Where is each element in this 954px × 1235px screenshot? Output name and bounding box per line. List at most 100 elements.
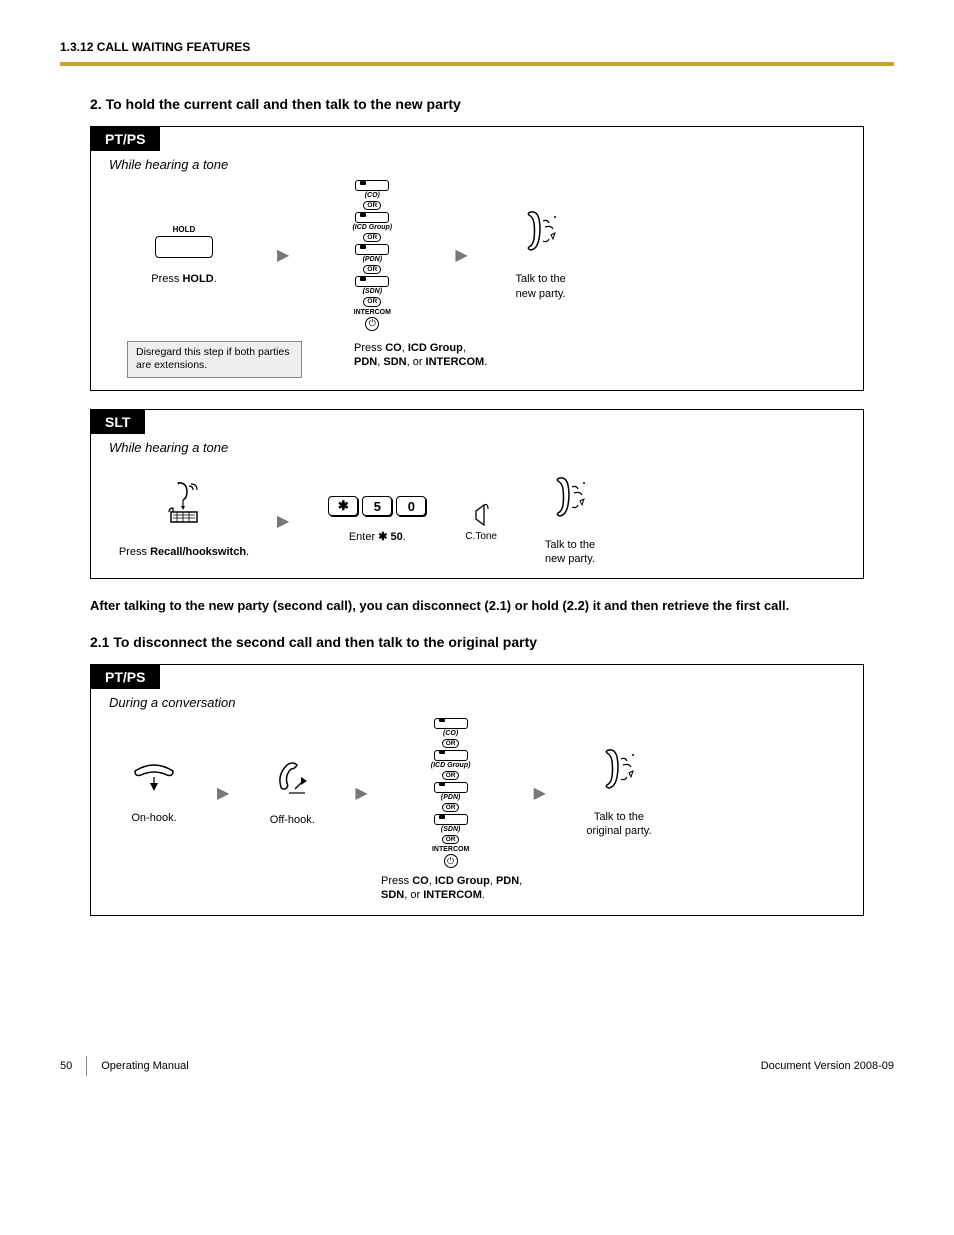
t: PDN [496, 875, 519, 887]
section-2-title: 2. To hold the current call and then tal… [90, 96, 894, 112]
hold-button-icon [155, 236, 213, 258]
step-onhook: On-hook. [109, 761, 199, 825]
diagram-slt: SLT While hearing a tone [90, 409, 864, 580]
sdn-label: (SDN) [441, 826, 460, 833]
arrow-icon: ▶ [277, 511, 289, 531]
tab-ptps: PT/PS [91, 665, 160, 689]
step-ctone: C.Tone [465, 499, 497, 542]
intercom-button-icon: ⏻ [365, 317, 379, 331]
intercom-button-icon: ⏻ [444, 854, 458, 868]
section-21-title: 2.1 To disconnect the second call and th… [90, 634, 894, 650]
t: ICD Group [435, 875, 490, 887]
step-line-buttons: (CO) OR (ICD Group) OR (PDN) OR (SDN) OR… [386, 718, 516, 869]
disregard-note: Disregard this step if both parties are … [127, 341, 302, 378]
or-pill: OR [442, 771, 460, 780]
t: . [482, 889, 485, 901]
tab-ptps: PT/PS [91, 127, 160, 151]
t: PDN [354, 356, 377, 368]
document-version: Document Version 2008-09 [761, 1060, 894, 1072]
sdn-button-icon [355, 276, 389, 287]
or-pill: OR [363, 233, 381, 242]
step-recall: Press Recall/hookswitch. [109, 482, 259, 559]
tab-slt: SLT [91, 410, 145, 434]
t: , or [407, 356, 426, 368]
or-pill: OR [442, 803, 460, 812]
talk-caption: Talk to the original party. [586, 810, 651, 839]
t: Recall/hookswitch [150, 546, 246, 558]
context-line: While hearing a tone [109, 440, 863, 455]
tone-icon [468, 499, 494, 529]
hold-caption: Press HOLD. [151, 272, 216, 286]
footer-divider [86, 1056, 87, 1076]
co-button-icon [355, 180, 389, 191]
step-talk: Talk to the new party. [515, 475, 625, 567]
t: CO [385, 342, 402, 354]
or-pill: OR [442, 739, 460, 748]
icd-button-icon [355, 212, 389, 223]
page-number: 50 [60, 1060, 72, 1072]
page-header: 1.3.12 CALL WAITING FEATURES [60, 40, 894, 54]
diagram-ptps-1: PT/PS While hearing a tone HOLD Press HO… [90, 126, 864, 391]
or-pill: OR [363, 297, 381, 306]
context-line: While hearing a tone [109, 157, 863, 172]
t: ✱ 50 [378, 531, 403, 543]
pdn-label: (PDN) [441, 794, 460, 801]
icd-label: (ICD Group) [352, 224, 392, 231]
keypad-icon: ✱ 5 0 [328, 496, 426, 516]
offhook-icon [267, 759, 317, 799]
icd-button-icon [434, 750, 468, 761]
button-stack: (CO) OR (ICD Group) OR (PDN) OR (SDN) OR… [352, 180, 392, 331]
t: Press [354, 342, 385, 354]
hold-label: HOLD [173, 225, 196, 234]
key-5: 5 [362, 496, 392, 516]
context-line: During a conversation [109, 695, 863, 710]
key-0: 0 [396, 496, 426, 516]
t: ICD Group [408, 342, 463, 354]
t: . [484, 356, 487, 368]
header-title: 1.3.12 CALL WAITING FEATURES [60, 40, 894, 54]
step-talk: Talk to the new party. [486, 209, 596, 301]
pdn-label: (PDN) [363, 256, 382, 263]
arrow-icon: ▶ [534, 783, 546, 803]
offhook-caption: Off-hook. [270, 813, 315, 827]
t: CO [412, 875, 429, 887]
t: Press [381, 875, 412, 887]
handset-talk-icon [550, 475, 590, 524]
intercom-label: INTERCOM [354, 309, 391, 316]
or-pill: OR [442, 835, 460, 844]
talk-caption: Talk to the new party. [516, 272, 566, 301]
button-stack: (CO) OR (ICD Group) OR (PDN) OR (SDN) OR… [431, 718, 471, 869]
sdn-label: (SDN) [363, 288, 382, 295]
ctone-label: C.Tone [465, 531, 497, 542]
t: Press [119, 546, 150, 558]
co-label: (CO) [443, 730, 458, 737]
arrow-icon: ▶ [277, 245, 289, 265]
recall-caption: Press Recall/hookswitch. [119, 545, 249, 559]
manual-name: Operating Manual [101, 1060, 188, 1072]
arrow-icon: ▶ [355, 783, 367, 803]
page-footer: 50 Operating Manual Document Version 200… [60, 1056, 894, 1076]
sdn-button-icon [434, 814, 468, 825]
t: SDN [383, 356, 406, 368]
key-star: ✱ [328, 496, 358, 516]
intercom-label: INTERCOM [432, 846, 469, 853]
step-hold: HOLD Press HOLD. [109, 225, 259, 286]
enter-caption: Enter ✱ 50. [349, 530, 406, 544]
t: Enter [349, 531, 378, 543]
step-line-buttons: (CO) OR (ICD Group) OR (PDN) OR (SDN) OR… [307, 180, 437, 331]
hookswitch-icon [159, 482, 209, 531]
arrow-icon: ▶ [455, 245, 467, 265]
co-label: (CO) [365, 192, 380, 199]
press-line-caption: Press CO, ICD Group,PDN, SDN, or INTERCO… [354, 341, 514, 370]
press-line-caption: Press CO, ICD Group, PDN,SDN, or INTERCO… [381, 874, 581, 903]
text-bold: HOLD [182, 273, 213, 285]
pdn-button-icon [434, 782, 468, 793]
t: , or [404, 889, 423, 901]
diagram-ptps-2: PT/PS During a conversation On-hook. ▶ O… [90, 664, 864, 916]
step-enter-50: ✱ 5 0 Enter ✱ 50. [307, 496, 447, 544]
step-offhook: Off-hook. [247, 759, 337, 827]
onhook-icon [129, 761, 179, 797]
t: . [246, 546, 249, 558]
t: INTERCOM [426, 356, 485, 368]
intermediate-text: After talking to the new party (second c… [90, 597, 864, 615]
